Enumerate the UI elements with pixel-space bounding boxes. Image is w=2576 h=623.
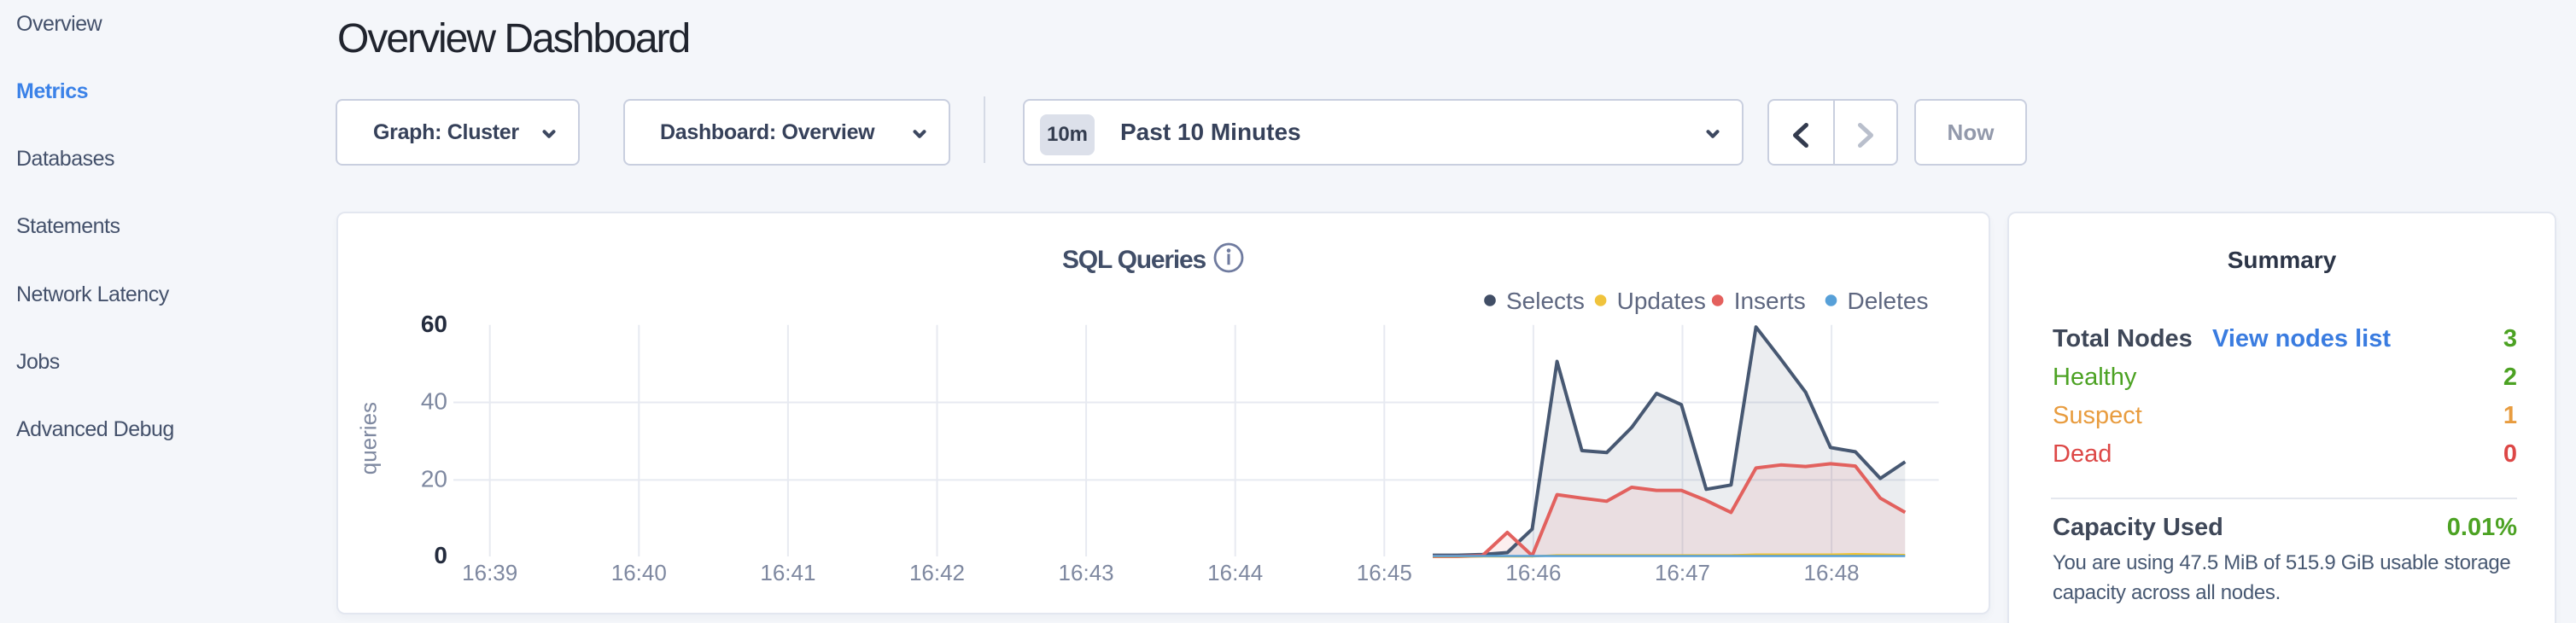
svg-text:16:47: 16:47 (1655, 560, 1710, 585)
svg-text:Deletes: Deletes (1848, 288, 1929, 314)
svg-text:16:44: 16:44 (1207, 560, 1263, 585)
svg-text:20: 20 (421, 466, 447, 492)
svg-text:16:46: 16:46 (1505, 560, 1561, 585)
svg-text:60: 60 (421, 311, 447, 337)
svg-text:16:48: 16:48 (1804, 560, 1860, 585)
svg-text:SQL Queries: SQL Queries (1062, 246, 1206, 274)
svg-text:16:41: 16:41 (760, 560, 815, 585)
svg-text:queries: queries (356, 402, 382, 475)
svg-text:16:43: 16:43 (1059, 560, 1114, 585)
svg-text:Updates: Updates (1617, 288, 1706, 314)
svg-text:0: 0 (434, 542, 447, 568)
svg-text:Selects: Selects (1506, 288, 1585, 314)
svg-text:40: 40 (421, 388, 447, 415)
svg-text:16:45: 16:45 (1357, 560, 1412, 585)
svg-text:16:39: 16:39 (462, 560, 517, 585)
svg-text:16:42: 16:42 (909, 560, 965, 585)
svg-text:16:40: 16:40 (611, 560, 667, 585)
svg-text:Inserts: Inserts (1734, 288, 1806, 314)
